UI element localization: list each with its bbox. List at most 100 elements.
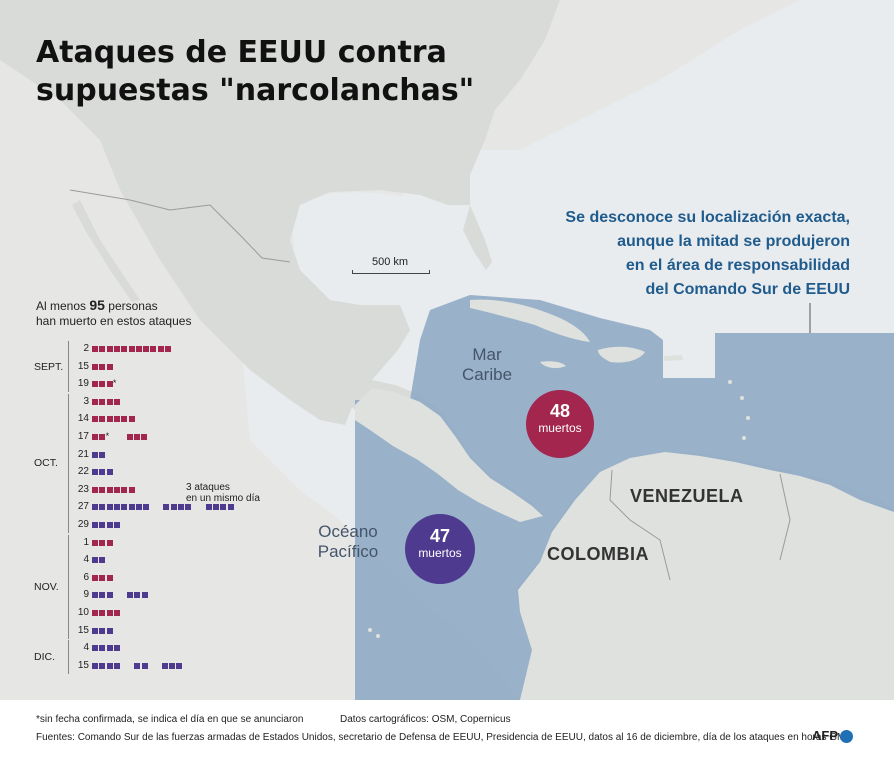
death-square bbox=[141, 592, 148, 599]
month-bracket bbox=[68, 341, 69, 393]
title-line-2: supuestas "narcolanchas" bbox=[36, 73, 475, 108]
death-square bbox=[92, 363, 98, 370]
death-square bbox=[92, 627, 98, 634]
day-label: 21 bbox=[77, 448, 89, 460]
death-square bbox=[99, 486, 106, 493]
country-label-venezuela: VENEZUELA bbox=[630, 486, 744, 506]
intro-prefix: Al menos bbox=[36, 299, 90, 313]
deaths-label: muertos bbox=[418, 546, 462, 560]
death-square bbox=[141, 662, 148, 669]
intro-total: 95 bbox=[89, 297, 105, 313]
gulf-of-mexico bbox=[293, 192, 470, 305]
death-square bbox=[99, 451, 106, 458]
antilles-3 bbox=[746, 416, 750, 420]
day-label: 15 bbox=[77, 360, 89, 372]
map-credits: Datos cartográficos: OSM, Copernicus bbox=[340, 714, 511, 725]
death-square bbox=[143, 346, 150, 352]
day-label: 1 bbox=[83, 536, 89, 548]
venezuela-guyana-border bbox=[779, 473, 791, 561]
day-label: 9 bbox=[83, 589, 89, 601]
death-square bbox=[92, 662, 98, 669]
sources: Fuentes: Comando Sur de las fuerzas arma… bbox=[36, 732, 852, 743]
footnote: *sin fecha confirmada, se indica el día … bbox=[36, 714, 304, 725]
death-square bbox=[134, 662, 141, 669]
death-square bbox=[92, 539, 98, 546]
death-square bbox=[99, 557, 106, 564]
death-square bbox=[128, 486, 135, 493]
death-square bbox=[178, 504, 184, 511]
death-square bbox=[128, 416, 135, 423]
undated-star: * bbox=[105, 431, 110, 441]
death-square bbox=[106, 610, 113, 616]
death-square bbox=[106, 469, 113, 476]
death-square bbox=[92, 645, 98, 652]
death-square bbox=[92, 574, 98, 581]
death-square bbox=[126, 592, 133, 599]
death-square bbox=[99, 346, 106, 352]
sea-label-line: Mar bbox=[472, 345, 502, 364]
death-square bbox=[121, 504, 128, 511]
death-square bbox=[205, 504, 212, 511]
intro-line-2: han muerto en estos ataques bbox=[36, 314, 192, 328]
death-square bbox=[185, 504, 192, 511]
deaths-bubble-caribbean: 48 muertos bbox=[526, 390, 594, 458]
death-square bbox=[99, 434, 106, 440]
deaths-count: 47 bbox=[429, 526, 451, 546]
deaths-count: 48 bbox=[549, 401, 571, 421]
death-square bbox=[106, 592, 113, 599]
death-square bbox=[106, 627, 113, 634]
day-label: 22 bbox=[77, 466, 89, 478]
death-square bbox=[92, 416, 98, 423]
death-square bbox=[92, 398, 98, 405]
day-label: 23 bbox=[77, 483, 89, 495]
death-square bbox=[99, 522, 106, 528]
sea-label-caribbean: Mar Caribe bbox=[452, 345, 522, 385]
baja-california bbox=[72, 200, 140, 302]
colombia-venezuela-border bbox=[609, 469, 671, 581]
death-square bbox=[92, 451, 98, 458]
venezuela-colombia-land bbox=[518, 452, 894, 700]
intro-line-1: Al menos 95 personas bbox=[36, 298, 266, 314]
death-square bbox=[99, 610, 106, 616]
map bbox=[0, 0, 894, 700]
death-square bbox=[106, 662, 113, 669]
month-bracket bbox=[68, 534, 69, 639]
day-label: 29 bbox=[77, 519, 89, 530]
death-square bbox=[165, 346, 171, 352]
death-square bbox=[106, 398, 113, 405]
death-square bbox=[106, 645, 113, 652]
deaths-label: muertos bbox=[538, 421, 582, 435]
jamaica bbox=[540, 361, 566, 369]
death-square bbox=[220, 504, 227, 511]
death-square bbox=[106, 486, 113, 493]
page-title: Ataques de EEUU contra supuestas "narcol… bbox=[36, 34, 556, 110]
death-square bbox=[92, 610, 98, 616]
day-label: 4 bbox=[83, 642, 89, 654]
death-square bbox=[99, 416, 106, 423]
death-square bbox=[99, 574, 106, 581]
month-label: DIC. bbox=[34, 651, 55, 663]
death-square bbox=[161, 662, 168, 669]
cuba bbox=[470, 299, 590, 342]
death-square bbox=[113, 416, 120, 423]
death-square bbox=[106, 346, 113, 352]
title-line-1: Ataques de EEUU contra bbox=[36, 35, 447, 70]
sea-label-pacific: Océano Pacífico bbox=[305, 522, 391, 562]
galapagos-2 bbox=[376, 634, 380, 638]
intro-suffix: personas bbox=[104, 299, 158, 313]
location-note-line: Se desconoce su localización exacta, bbox=[565, 209, 850, 226]
death-square bbox=[121, 346, 128, 352]
death-square bbox=[135, 346, 142, 352]
day-label: 2 bbox=[83, 343, 89, 354]
month-bracket bbox=[68, 640, 69, 674]
death-square bbox=[163, 504, 170, 511]
death-square bbox=[113, 662, 120, 669]
death-square bbox=[227, 504, 234, 511]
location-note-line: del Comando Sur de EEUU bbox=[645, 281, 850, 298]
death-square bbox=[92, 486, 98, 493]
location-note-line: aunque la mitad se produjeron bbox=[617, 233, 850, 250]
day-label: 19 bbox=[77, 378, 89, 390]
death-square bbox=[92, 469, 98, 476]
death-square bbox=[99, 539, 106, 546]
